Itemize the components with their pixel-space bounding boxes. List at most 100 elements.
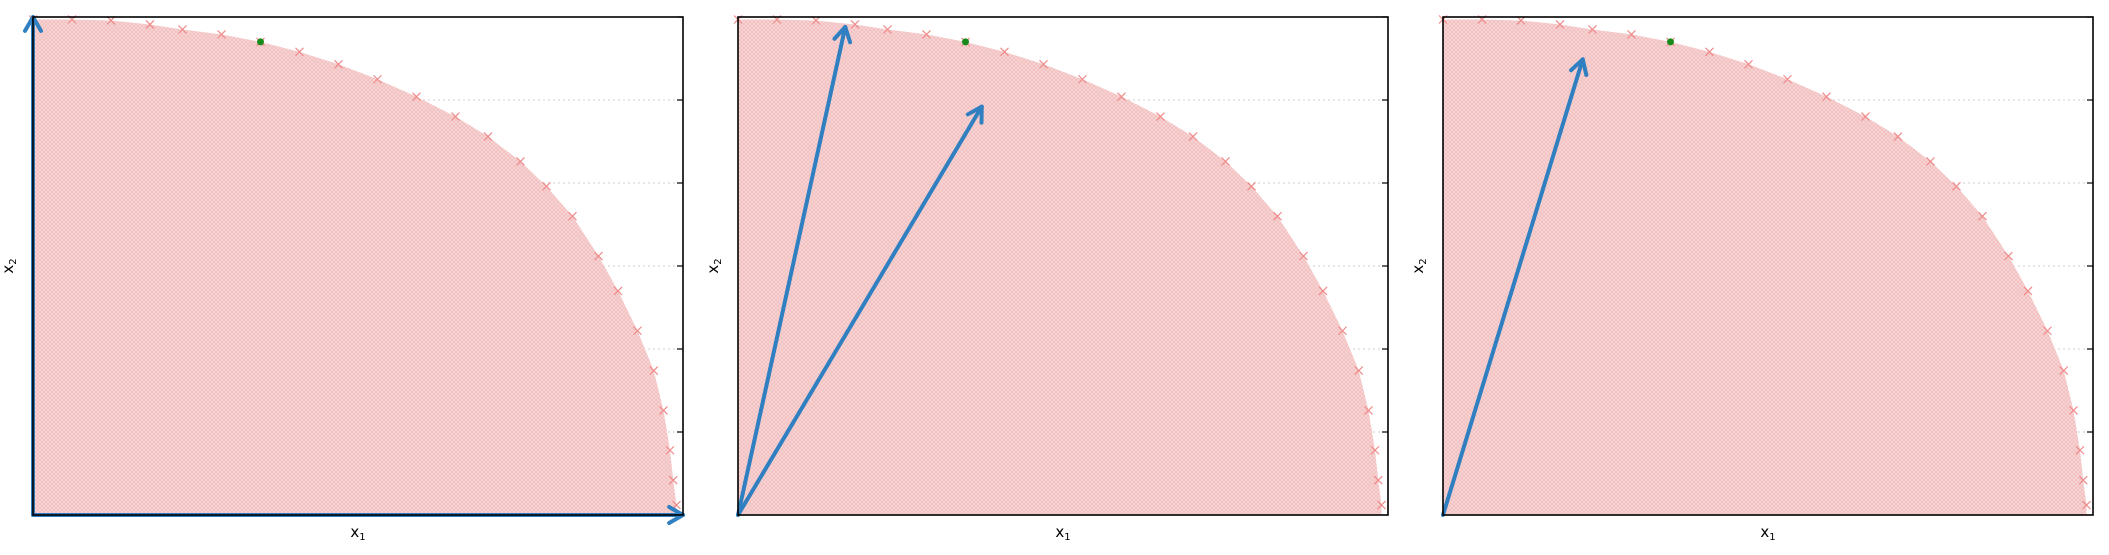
pareto-marker [2082,500,2091,510]
pareto-marker [649,366,659,376]
pareto-marker [922,30,931,39]
pareto-marker [1627,30,1636,39]
direction-arrow [736,24,848,517]
x-axis-label: x1 [1055,523,1070,543]
pareto-marker [594,251,603,261]
y-axis-label-main: x [704,265,722,274]
pareto-marker [613,286,623,296]
pareto-marker [811,16,821,25]
pareto-marker [373,74,382,84]
right-axis-ticks [1382,16,1388,433]
pareto-marker [516,156,525,166]
feasible-region [33,19,677,516]
panel-1: x1 x2 [0,15,685,543]
pareto-marker [1117,92,1126,102]
y-axis-label-main: x [1409,265,1427,274]
pareto-marker [883,25,892,34]
y-axis-label: x2 [704,258,724,273]
y-axis-label-sub: 2 [8,258,19,264]
y-axis-label: x2 [0,258,19,273]
pareto-marker [1893,132,1903,141]
pareto-marker [542,181,551,191]
pareto-marker [412,92,421,102]
pareto-marker [106,16,116,25]
pareto-marker [1705,47,1714,57]
pareto-marker [1783,74,1792,84]
pareto-marker [178,25,187,34]
pareto-marker [1588,25,1597,34]
arrows-layer [1441,57,1589,517]
pareto-marker [1373,475,1383,485]
x-axis-label-main: x [350,523,359,541]
pareto-marker [1926,156,1935,166]
pareto-marker [1273,211,1282,221]
pareto-marker [1364,405,1373,415]
pareto-marker [1377,500,1386,510]
panel-3: x1 x2 [1409,15,2094,543]
highlight-point [962,38,969,46]
pareto-marker [665,445,675,455]
pareto-marker [1861,112,1870,122]
pareto-marker [633,326,642,336]
pareto-marker [217,30,226,39]
highlight-point [257,38,264,46]
pareto-marker [1221,156,1230,166]
y-axis-label: x2 [1409,258,1429,273]
pareto-marker [1516,16,1526,25]
arrow-head [832,24,853,45]
pareto-marker [2078,475,2088,485]
pareto-marker [483,132,493,141]
pareto-marker [1952,181,1961,191]
pareto-marker [1318,286,1328,296]
x-axis-label-main: x [1760,523,1769,541]
pareto-marker [1744,59,1753,69]
pareto-marker [1555,20,1565,29]
direction-arrow [1441,57,1585,517]
pareto-marker [1039,59,1048,69]
y-axis-label-sub: 2 [713,258,724,264]
x-axis-label-sub: 1 [1769,532,1775,543]
pareto-marker [1247,181,1256,191]
pareto-marker [850,20,860,29]
x-axis-label: x1 [350,523,365,543]
pareto-marker [2023,286,2033,296]
pareto-marker [145,20,155,29]
y-axis-label-sub: 2 [1418,258,1429,264]
pareto-marker [451,112,460,122]
pareto-marker [1338,326,1347,336]
x-axis-label-main: x [1055,523,1064,541]
pareto-marker [1299,251,1308,261]
pareto-marker [668,475,678,485]
pareto-marker [1978,211,1987,221]
pareto-marker [568,211,577,221]
panel-2: x1 x2 [704,15,1389,543]
arrow-head [965,104,984,125]
pareto-marker [1370,445,1380,455]
pareto-markers [1438,15,2091,510]
pareto-marker [2004,251,2013,261]
direction-arrow [736,104,984,517]
right-axis-ticks [677,16,683,433]
pareto-marker [1822,92,1831,102]
pareto-markers [733,15,1386,510]
right-axis-ticks [2087,16,2093,433]
x-axis-label-sub: 1 [359,532,365,543]
x-axis-label: x1 [1760,523,1775,543]
pareto-marker [1078,74,1087,84]
pareto-marker [659,405,668,415]
pareto-marker [2043,326,2052,336]
feasible-region [1443,19,2087,516]
x-axis-label-sub: 1 [1064,532,1070,543]
arrows-layer [736,24,984,517]
y-axis-label-main: x [0,265,17,274]
highlight-point [1667,38,1674,46]
feasible-region [738,19,1382,516]
pareto-marker [2069,405,2078,415]
pareto-marker [1156,112,1165,122]
pareto-marker [1000,47,1009,57]
pareto-marker [295,47,304,57]
pareto-marker [334,59,343,69]
pareto-marker [2075,445,2085,455]
pareto-marker [2059,366,2069,376]
